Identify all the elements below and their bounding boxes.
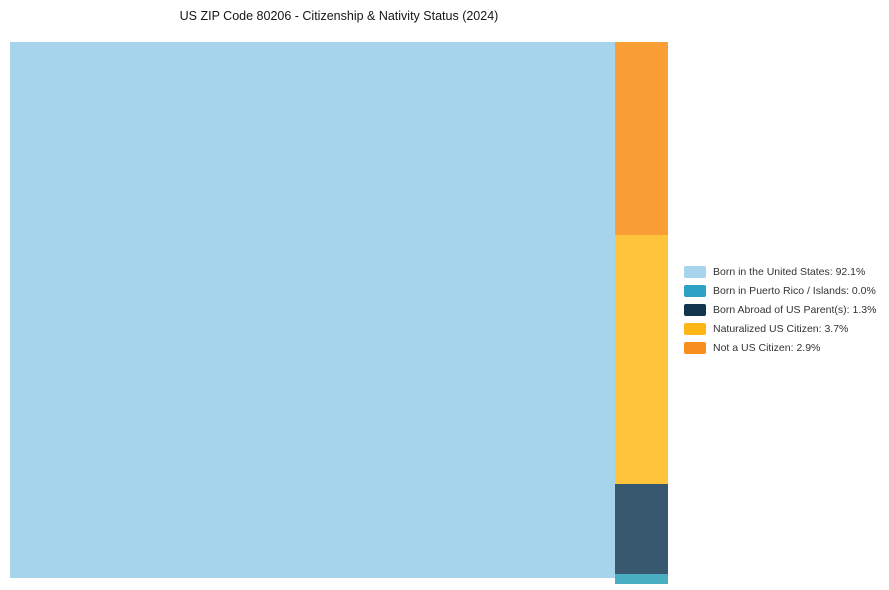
legend-item-born-in-puerto-rico: Born in Puerto Rico / Islands: 0.0% bbox=[684, 285, 876, 298]
treemap-segment-born-abroad-of-us-parents bbox=[615, 484, 668, 574]
legend-swatch-not-a-citizen bbox=[684, 342, 706, 355]
legend-label-born-abroad: Born Abroad of US Parent(s): 1.3% bbox=[713, 304, 877, 316]
chart-title: US ZIP Code 80206 - Citizenship & Nativi… bbox=[179, 9, 499, 23]
treemap-plot bbox=[10, 42, 668, 584]
legend-item-born-in-us: Born in the United States: 92.1% bbox=[684, 266, 876, 279]
legend-label-born-in-us: Born in the United States: 92.1% bbox=[713, 266, 866, 278]
treemap-segment-not-a-us-citizen bbox=[615, 42, 668, 235]
legend-item-not-a-citizen: Not a US Citizen: 2.9% bbox=[684, 342, 876, 355]
legend-label-born-in-puerto-rico: Born in Puerto Rico / Islands: 0.0% bbox=[713, 285, 876, 297]
treemap-segment-born-in-us bbox=[10, 42, 615, 578]
treemap-segment-naturalized-us-citizen bbox=[615, 235, 668, 484]
legend-swatch-born-in-puerto-rico bbox=[684, 285, 706, 298]
legend-swatch-naturalized bbox=[684, 323, 706, 336]
legend: Born in the United States: 92.1% Born in… bbox=[684, 266, 876, 355]
legend-item-naturalized: Naturalized US Citizen: 3.7% bbox=[684, 323, 876, 336]
legend-swatch-born-in-us bbox=[684, 266, 706, 279]
legend-item-born-abroad: Born Abroad of US Parent(s): 1.3% bbox=[684, 304, 876, 317]
legend-label-not-a-citizen: Not a US Citizen: 2.9% bbox=[713, 342, 821, 354]
legend-label-naturalized: Naturalized US Citizen: 3.7% bbox=[713, 323, 849, 335]
treemap-segment-born-in-puerto-rico-islands bbox=[615, 574, 668, 584]
legend-swatch-born-abroad bbox=[684, 304, 706, 317]
